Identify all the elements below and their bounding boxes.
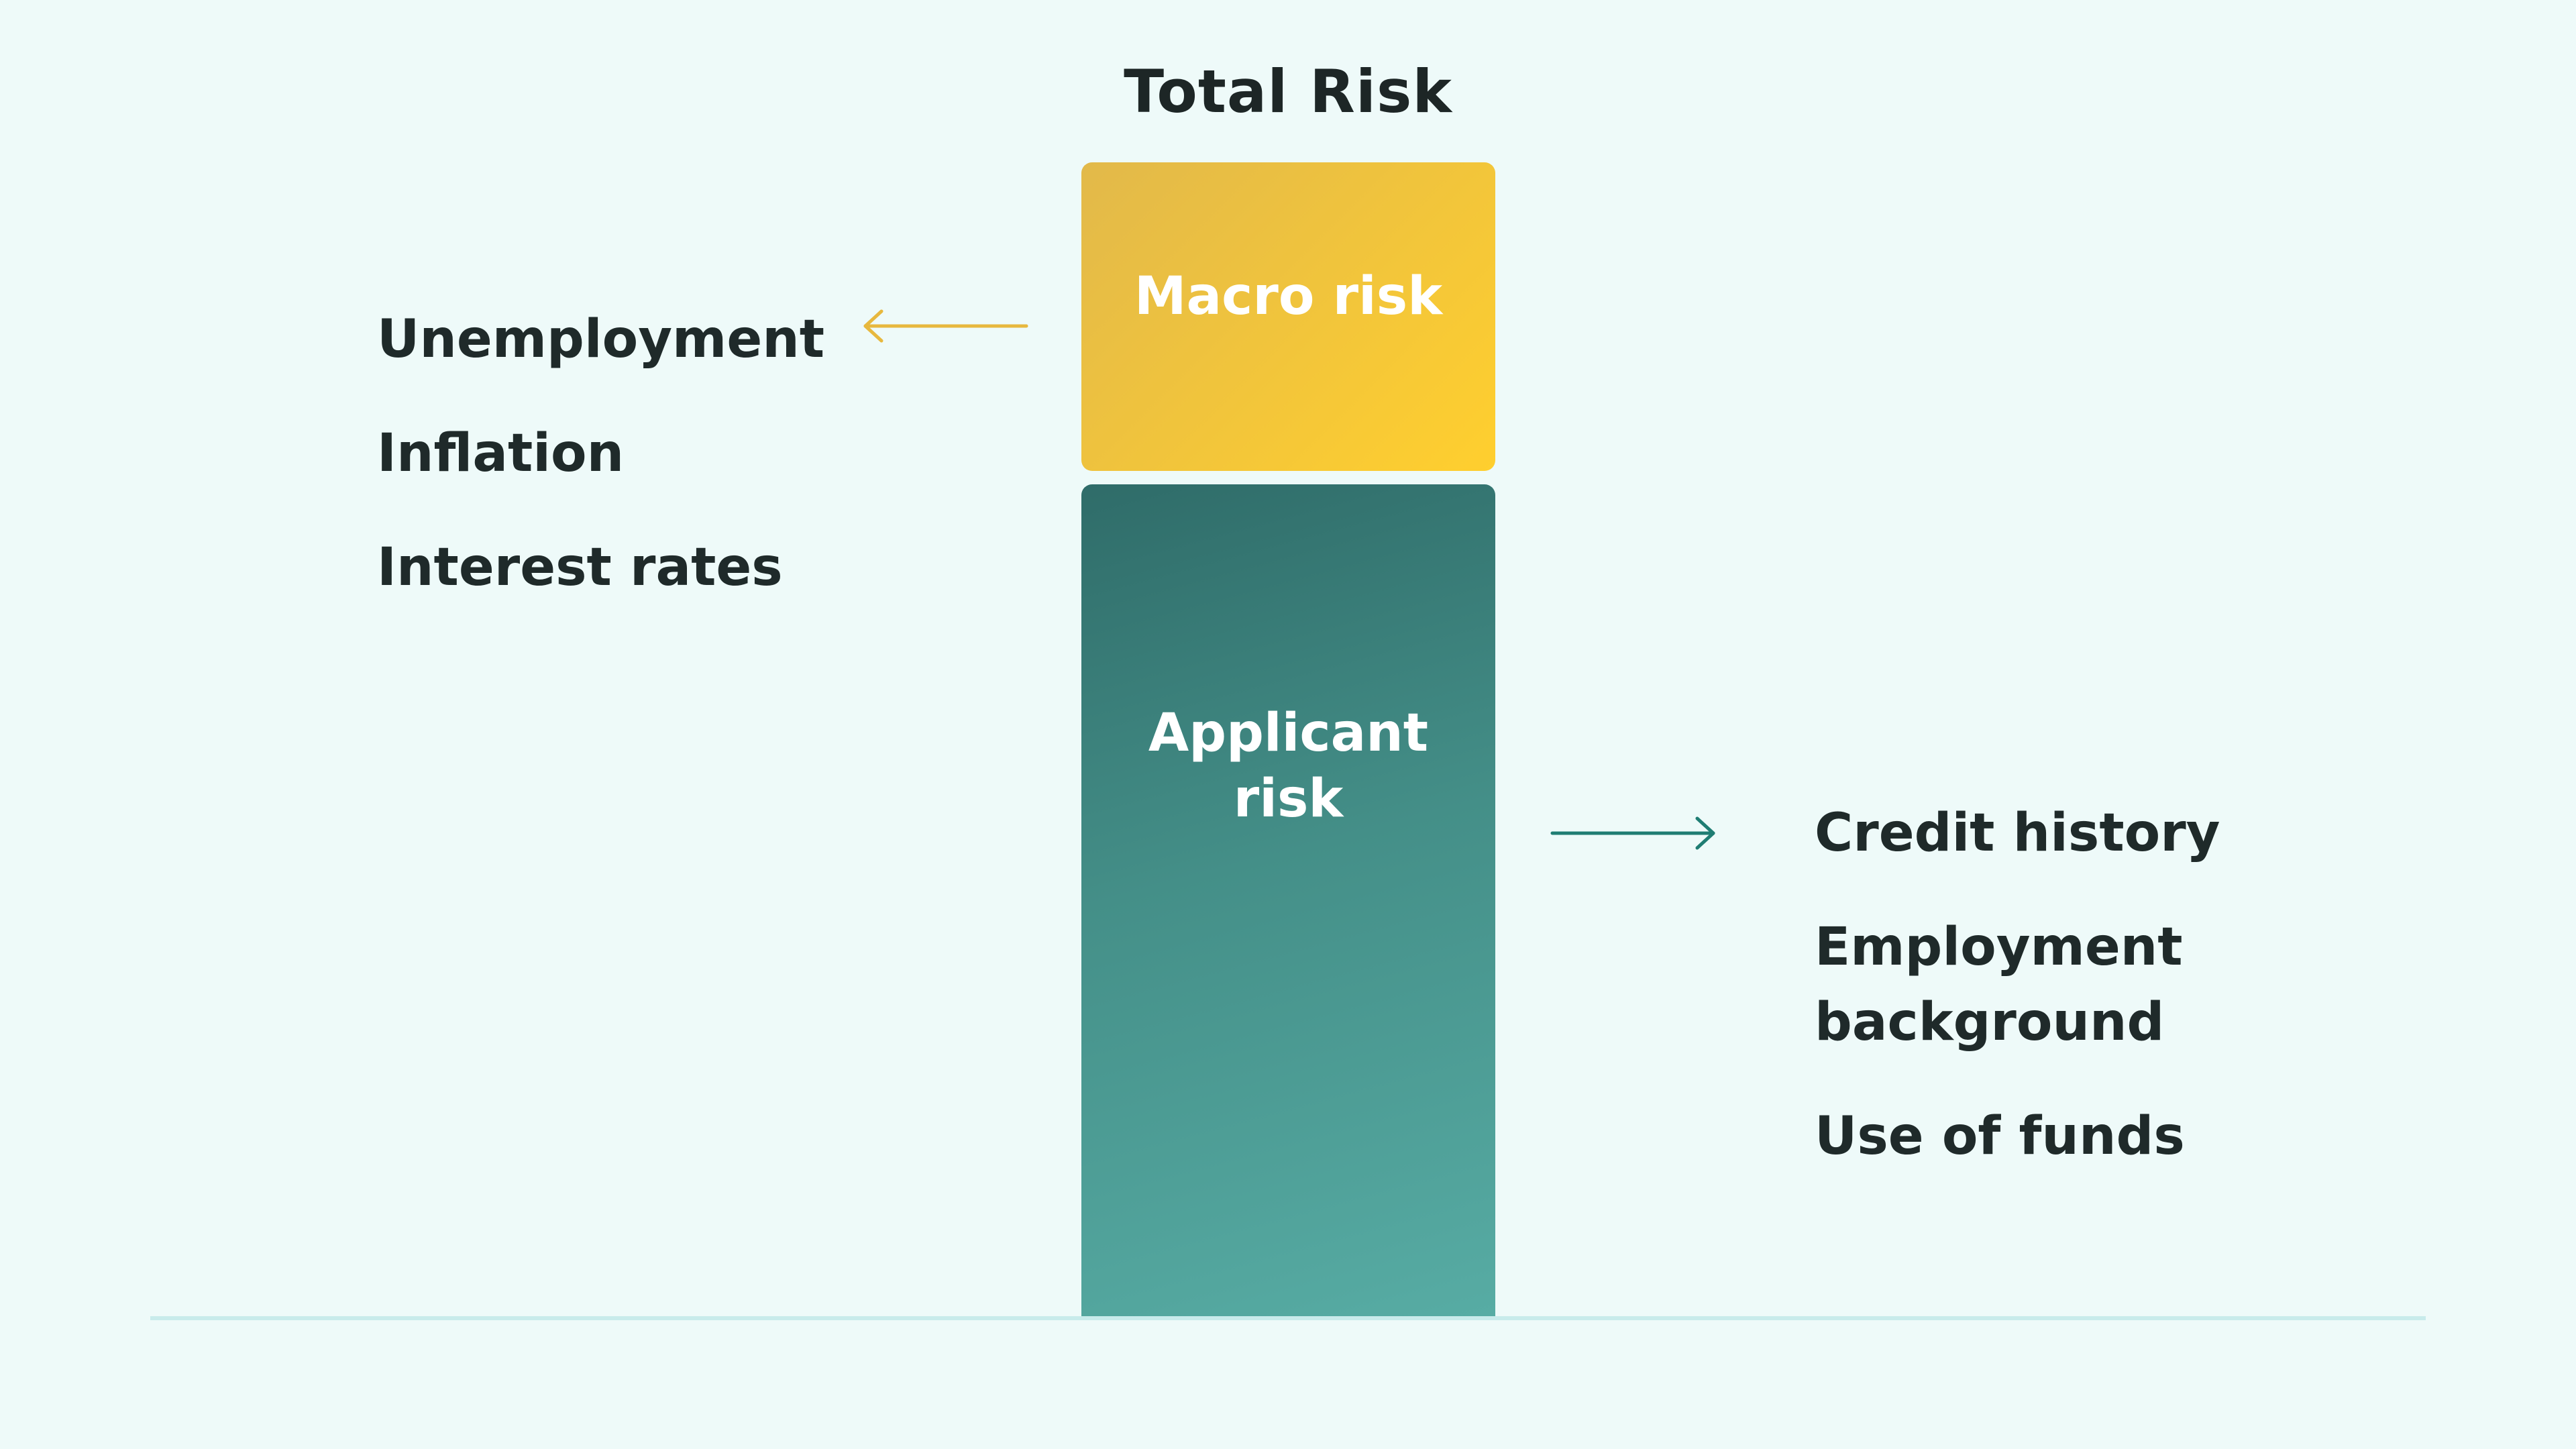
applicant-factors-list: Credit history Employment background Use… (1815, 796, 2324, 1213)
macro-factor: Inflation (377, 423, 625, 484)
macro-risk-label: Macro risk (1134, 266, 1443, 327)
applicant-risk-label: Applicant risk (1148, 703, 1429, 829)
macro-factor: Interest rates (377, 537, 783, 598)
macro-factors-list: Unemployment Inflation Interest rates (377, 302, 824, 644)
left-arrow-icon (863, 309, 1028, 343)
applicant-factor: Use of funds (1815, 1106, 2185, 1167)
baseline-divider (150, 1316, 2426, 1320)
macro-factor: Unemployment (377, 309, 825, 370)
right-arrow-icon (1550, 816, 1715, 850)
diagram-title: Total Risk (1124, 57, 1452, 126)
macro-risk-block: Macro risk (1081, 162, 1495, 471)
applicant-risk-block: Applicant risk (1081, 484, 1495, 1316)
applicant-factor: Employment background (1815, 917, 2183, 1053)
applicant-factor: Credit history (1815, 803, 2220, 863)
